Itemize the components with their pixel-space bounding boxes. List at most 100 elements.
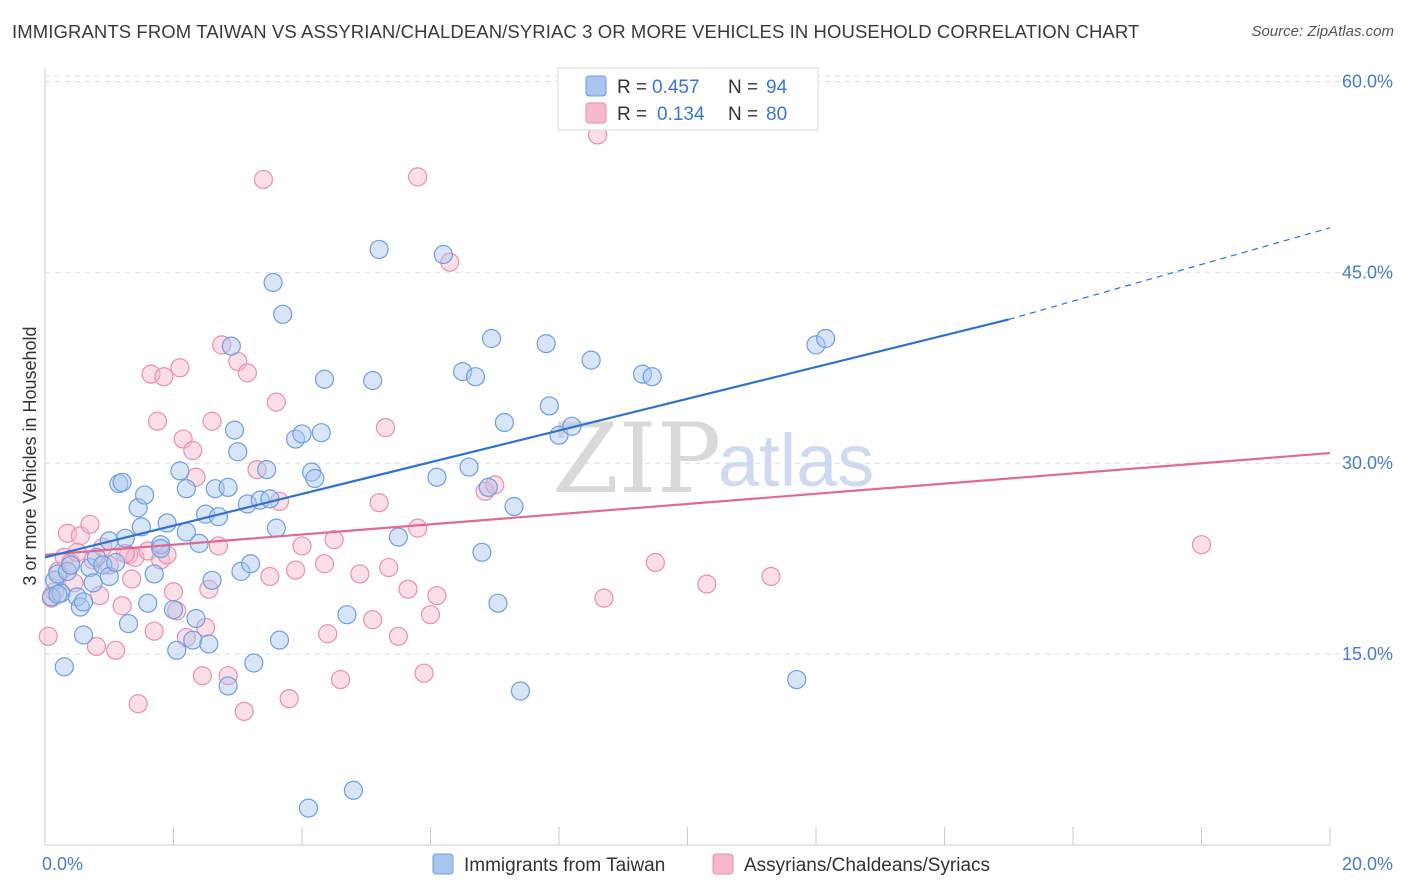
legend-n-value-1: 94 [766,77,788,98]
data-point [761,566,781,587]
data-point [433,244,453,265]
data-point [363,370,383,391]
data-point [83,573,103,593]
data-point [787,669,807,690]
data-point [202,411,222,431]
data-point [350,564,370,584]
legend-r-value-1: 0.457 [652,77,700,98]
data-point [192,666,213,686]
data-point [816,328,836,349]
data-point [314,369,335,389]
data-point [266,518,286,538]
data-point [459,457,479,477]
bottom-legend-swatch-pink [712,853,734,875]
data-point [48,584,68,604]
tick-labels: 15.0% 30.0% 45.0% 60.0% 0.0% 20.0% [42,71,1393,874]
legend-r-label-1: R = [617,77,647,98]
data-point [109,473,129,494]
data-point [70,597,90,617]
data-point [494,412,514,433]
data-point [163,599,184,620]
legend-n-value-2: 80 [766,104,787,125]
data-point [257,459,277,480]
data-point [388,527,408,547]
data-point [54,657,74,677]
data-point [186,608,206,629]
y-tick-label: 60.0% [1342,71,1393,91]
data-point [369,493,389,513]
data-point [642,367,662,387]
y-axis-label: 3 or more Vehicles in Household [20,326,40,585]
data-point [536,334,556,354]
data-point [539,396,559,416]
data-point [253,169,274,190]
data-point [122,569,142,589]
data-point [465,367,486,387]
data-point [106,552,126,573]
data-point [311,423,331,443]
data-point [472,542,492,562]
data-point [260,566,280,587]
data-point [218,666,238,686]
data-point [183,630,203,650]
data-point [279,689,299,709]
data-point [408,518,428,538]
data-point [86,636,107,657]
watermark-atlas: atlas [718,419,874,502]
data-point [199,634,219,654]
data-point [420,605,441,625]
data-point [218,477,238,498]
bottom-legend-swatch-blue [432,853,454,875]
data-point [106,640,126,660]
data-point [337,605,357,625]
data-point [234,701,254,721]
data-point [167,601,187,621]
data-point [151,538,171,559]
data-point [645,552,665,573]
data-point [488,593,508,613]
data-point [440,252,460,272]
trend-lines [44,227,1331,559]
data-point [379,557,399,578]
data-point [167,640,187,660]
data-point [285,560,306,580]
data-point [138,593,158,613]
data-point [504,496,524,517]
data-point [112,472,132,492]
source-credit: Source: ZipAtlas.com [1251,23,1394,40]
data-point [697,574,717,594]
data-point [305,468,325,489]
data-point [324,529,344,550]
data-point [99,566,119,587]
data-point [414,663,434,683]
data-point [408,167,428,187]
data-point [292,424,312,444]
data-point [134,485,155,505]
data-point [144,621,164,641]
data-point [510,681,531,701]
chart-title: IMMIGRANTS FROM TAIWAN VS ASSYRIAN/CHALD… [12,21,1140,42]
axes [44,68,1331,846]
legend-n-label-2: N = [728,104,758,125]
data-point [266,392,286,412]
bottom-legend: Immigrants from Taiwan Assyrians/Chaldea… [432,853,990,876]
data-point [298,798,319,818]
data-point [38,626,58,646]
data-point [151,550,171,570]
data-point [398,579,418,599]
data-point [427,585,447,606]
y-tick-label: 15.0% [1342,644,1393,664]
data-point [170,461,190,481]
data-point [269,630,290,650]
data-point [202,570,222,590]
data-point [118,613,139,634]
bottom-legend-label-taiwan: Immigrants from Taiwan [464,855,665,876]
data-point [73,625,94,645]
data-point [481,328,502,349]
data-point [51,583,71,603]
x-tick-label: 0.0% [42,854,83,874]
y-tick-label: 30.0% [1342,453,1393,473]
trend-line-assyrians [44,451,1331,556]
legend: R = 0.457 N = 94 R = 0.134 N = 80 [557,67,819,131]
data-point [343,780,363,800]
